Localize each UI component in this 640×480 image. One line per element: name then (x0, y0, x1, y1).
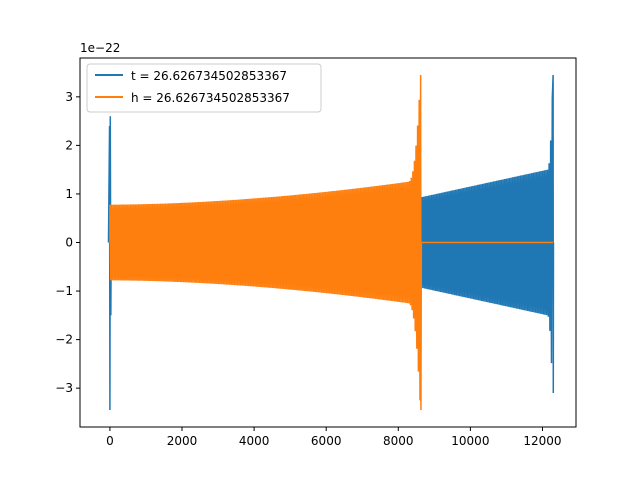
y-tick-label: 0 (65, 236, 73, 250)
x-tick-label: 6000 (311, 434, 342, 448)
y-offset-label: 1e−22 (80, 41, 120, 55)
y-axis-ticks: −3 −2 −1 0 1 2 3 (55, 90, 80, 395)
y-tick-label: 2 (65, 138, 73, 152)
x-tick-label: 10000 (451, 434, 489, 448)
y-tick-label: 3 (65, 90, 73, 104)
legend-box (86, 63, 322, 113)
x-tick-label: 12000 (523, 434, 561, 448)
y-tick-label: −1 (55, 284, 73, 298)
y-tick-label: 1 (65, 187, 73, 201)
y-tick-label: −2 (55, 333, 73, 347)
legend-label-t: t = 26.626734502853367 (131, 69, 287, 83)
x-tick-label: 2000 (167, 434, 198, 448)
x-tick-label: 0 (106, 434, 114, 448)
legend: t = 26.626734502853367 h = 26.6267345028… (86, 63, 322, 113)
y-tick-label: −3 (55, 381, 73, 395)
x-tick-label: 8000 (383, 434, 414, 448)
x-axis-ticks: 0 2000 4000 6000 8000 10000 12000 (106, 427, 562, 448)
legend-label-h: h = 26.626734502853367 (131, 91, 290, 105)
x-tick-label: 4000 (239, 434, 270, 448)
